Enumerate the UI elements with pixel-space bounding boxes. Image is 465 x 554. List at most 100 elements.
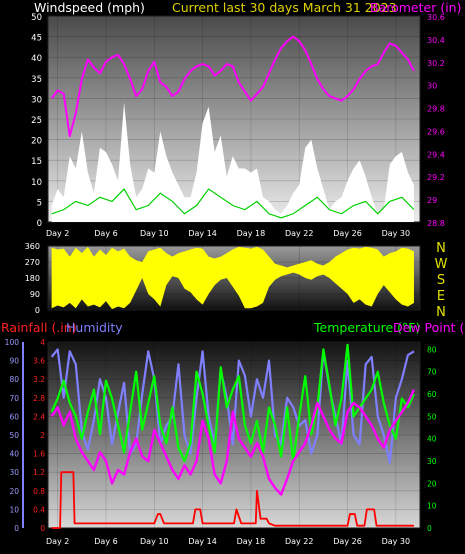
- climate-x-tick: Day 18: [237, 537, 266, 546]
- wind-x-tick: Day 14: [188, 229, 217, 238]
- wind-x-tick: Day 10: [140, 229, 169, 238]
- wind-x-tick: Day 2: [46, 229, 69, 238]
- rainfall-y-tick: 0.8: [33, 487, 45, 496]
- wind-y-tick: 15: [31, 157, 42, 167]
- temperature-y-tick: 50: [427, 412, 437, 421]
- barometer-y-tick: 29: [427, 196, 437, 205]
- dewpoint-line: [50, 389, 416, 496]
- humidity-y-tick: 60: [9, 412, 19, 421]
- wind-y-tick: 20: [31, 137, 42, 147]
- barometer-label: Barometer (in): [370, 0, 461, 15]
- barometer-y-tick: 28.8: [427, 219, 445, 228]
- climate-x-tick: Day 6: [94, 537, 117, 546]
- humidity-y-tick: 30: [9, 468, 19, 477]
- wind-y-tick: 0: [37, 219, 42, 229]
- climate-x-tick: Day 26: [333, 537, 362, 546]
- wind-average-line: [51, 188, 415, 219]
- wind-y-axis: 0 5 10 15 20 25 30 35 40 45 50: [31, 13, 42, 229]
- windspeed-label: Windspeed (mph): [34, 0, 145, 15]
- barometer-y-tick: 30.6: [427, 13, 445, 22]
- wind-y-tick: 45: [31, 34, 42, 44]
- rainfall-y-tick: 3.2: [33, 375, 45, 384]
- rainfall-y-tick: 0.4: [33, 505, 45, 514]
- barometer-y-tick: 30: [427, 82, 437, 91]
- wind-y-tick: 10: [31, 178, 42, 188]
- barometer-line: [50, 35, 415, 138]
- temperature-line: [50, 343, 415, 463]
- direction-marks: [51, 246, 414, 310]
- wind-x-tick: Day 22: [285, 229, 314, 238]
- barometer-y-tick: 29.6: [427, 127, 445, 136]
- humidity-y-tick: 10: [9, 505, 19, 514]
- wind-y-tick: 30: [31, 95, 42, 105]
- humidity-y-tick: 50: [9, 431, 19, 440]
- humidity-y-tick: 100: [5, 338, 20, 347]
- barometer-y-tick: 29.4: [427, 150, 445, 159]
- direction-y-tick: 270: [25, 258, 40, 267]
- barometer-y-tick: 29.2: [427, 173, 445, 182]
- rainfall-y-tick: 4: [40, 338, 45, 347]
- climate-x-tick: Day 30: [382, 537, 411, 546]
- climate-marks: [50, 343, 416, 529]
- climate-x-tick: Day 10: [140, 537, 169, 546]
- wind-x-tick: Day 26: [333, 229, 362, 238]
- dewpoint-label: Dew Point (°F): [393, 320, 465, 335]
- rainfall-y-tick: 0: [40, 524, 45, 533]
- rainfall-y-tick: 2: [40, 431, 45, 440]
- direction-y-axis: 0 90 180 270 360: [25, 242, 40, 315]
- wind-x-axis: Day 2 Day 6 Day 10 Day 14 Day 18 Day 22 Day 26…: [46, 229, 410, 238]
- wind-y-tick: 50: [31, 13, 42, 23]
- temperature-y-tick: 80: [427, 345, 437, 354]
- rainfall-y-tick: 2.8: [33, 394, 45, 403]
- temperature-y-tick: 70: [427, 368, 437, 377]
- temperature-label: Temperature (°F): [313, 320, 420, 335]
- direction-y-tick: 180: [25, 274, 40, 283]
- humidity-y-tick: 20: [9, 487, 19, 496]
- climate-x-tick: Day 2: [46, 537, 69, 546]
- rainfall-y-tick: 1.6: [33, 450, 45, 459]
- climate-x-tick: Day 14: [188, 537, 217, 546]
- humidity-label: Humidity: [66, 320, 123, 335]
- temperature-y-tick: 30: [427, 457, 437, 466]
- barometer-y-tick: 29.8: [427, 105, 445, 114]
- chart-title: Current last 30 days March 31 2023: [172, 0, 397, 15]
- wind-y-tick: 35: [31, 75, 42, 85]
- climate-y-axes: 010203040506070809010000.40.81.21.622.42…: [5, 338, 437, 533]
- wind-x-tick: Day 6: [94, 229, 117, 238]
- compass-n-top: N: [436, 241, 446, 256]
- climate-x-tick: Day 22: [285, 537, 314, 546]
- direction-panel: 0 90 180 270 360 N W S E N: [25, 241, 448, 320]
- rainfall-line: [51, 471, 414, 529]
- wind-y-tick: 40: [31, 54, 42, 64]
- compass-e: E: [437, 289, 445, 304]
- humidity-y-tick: 70: [9, 394, 19, 403]
- humidity-y-tick: 0: [14, 524, 19, 533]
- wind-x-tick: Day 18: [237, 229, 266, 238]
- rainfall-y-tick: 1.2: [33, 468, 45, 477]
- wind-panel: 0 5 10 15 20 25 30 35 40 45 50 28.8 29 29.2 29.4 29.6 2…: [31, 0, 461, 238]
- temperature-y-tick: 40: [427, 435, 437, 444]
- compass-w: W: [435, 257, 448, 272]
- direction-band: [51, 246, 414, 310]
- wind-y-tick: 25: [31, 116, 42, 126]
- barometer-y-tick: 30.2: [427, 59, 445, 68]
- temperature-y-tick: 10: [427, 502, 437, 511]
- wind-x-tick: Day 30: [382, 229, 411, 238]
- direction-y-tick: 0: [35, 306, 40, 315]
- rainfall-y-tick: 3.6: [33, 357, 45, 366]
- compass-n-bottom: N: [436, 305, 446, 320]
- rainfall-y-tick: 2.4: [33, 412, 45, 421]
- humidity-y-tick: 80: [9, 375, 19, 384]
- compass-s: S: [437, 273, 445, 288]
- humidity-y-tick: 90: [9, 357, 19, 366]
- wind-marks: [50, 35, 415, 222]
- humidity-y-tick: 40: [9, 450, 19, 459]
- wind-y-tick: 5: [37, 198, 42, 208]
- temperature-y-tick: 20: [427, 479, 437, 488]
- temperature-y-tick: 60: [427, 390, 437, 399]
- windspeed-area: [51, 102, 414, 222]
- climate-x-axis: Day 2 Day 6 Day 10 Day 14 Day 18 Day 22 Day 26…: [46, 537, 410, 546]
- direction-y-tick: 360: [25, 242, 40, 251]
- temperature-y-tick: 0: [427, 524, 432, 533]
